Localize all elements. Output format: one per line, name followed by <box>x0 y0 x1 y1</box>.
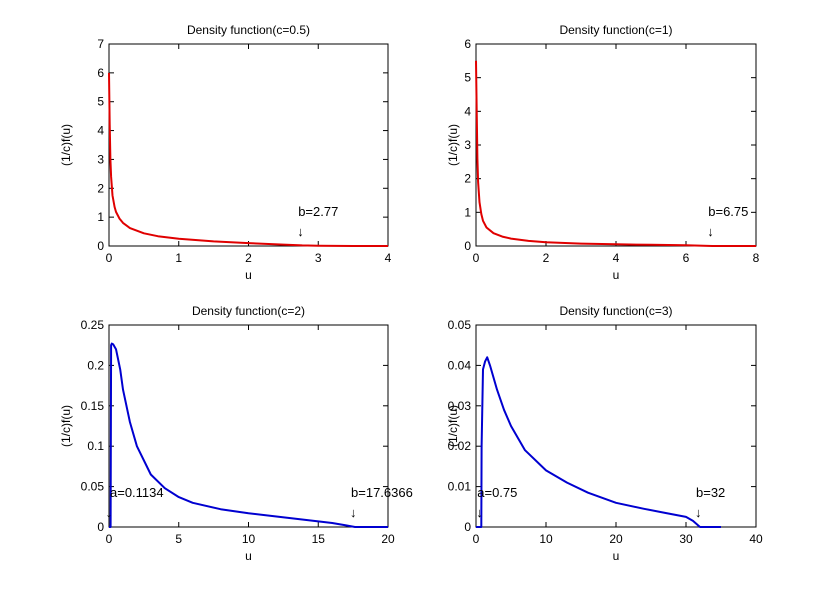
annotation-label: b=6.75 <box>708 204 748 219</box>
annotation-label: a=0.1134 <box>110 485 164 500</box>
x-axis-label: u <box>245 549 252 563</box>
x-tick-label: 3 <box>315 251 322 265</box>
x-tick-label: 20 <box>609 532 623 546</box>
annotation-label: b=17.6366 <box>351 485 413 500</box>
x-tick-label: 0 <box>473 251 480 265</box>
x-tick-label: 0 <box>106 532 113 546</box>
y-tick-label: 3 <box>464 138 471 152</box>
subplot-3: Density function(c=2) 0 5 10 15 20 0 0.05 0.1 0.1… <box>59 304 413 563</box>
y-tick-label: 0.15 <box>81 399 105 413</box>
y-tick-label: 0.04 <box>448 358 472 372</box>
series-line <box>109 342 388 528</box>
annotation-arrow-icon: ↓ <box>350 505 357 520</box>
x-tick-label: 10 <box>242 532 256 546</box>
x-tick-label: 1 <box>175 251 182 265</box>
y-tick-label: 0.01 <box>448 480 472 494</box>
plot-area <box>475 43 757 247</box>
chart-title: Density function(c=1) <box>559 23 672 37</box>
series-line <box>108 72 388 247</box>
y-tick-label: 5 <box>464 71 471 85</box>
annotation-arrow-icon: ↓ <box>695 505 702 520</box>
plot-area <box>108 43 389 247</box>
subplot-1: Density function(c=0.5) 0 1 2 3 4 0 1 2 3 4 5 6 7 u (1/… <box>59 23 392 282</box>
series-line <box>476 356 721 528</box>
x-tick-label: 10 <box>539 532 553 546</box>
annotation-label: a=0.75 <box>477 485 517 500</box>
y-tick-label: 0 <box>464 239 471 253</box>
y-tick-label: 1 <box>97 210 104 224</box>
x-tick-label: 0 <box>473 532 480 546</box>
chart-title: Density function(c=2) <box>192 304 305 318</box>
x-tick-label: 5 <box>175 532 182 546</box>
x-tick-label: 30 <box>679 532 693 546</box>
series-line <box>475 60 756 247</box>
y-tick-label: 0.03 <box>448 399 472 413</box>
y-tick-label: 0.2 <box>87 358 104 372</box>
x-tick-label: 40 <box>749 532 763 546</box>
y-tick-label: 0.05 <box>448 318 472 332</box>
annotation-arrow-icon: ↓ <box>707 224 714 239</box>
y-tick-label: 2 <box>464 172 471 186</box>
x-axis-label: u <box>613 268 620 282</box>
y-tick-label: 2 <box>97 181 104 195</box>
x-tick-label: 2 <box>543 251 550 265</box>
x-tick-label: 4 <box>385 251 392 265</box>
y-axis-label: (1/c)f(u) <box>59 124 73 166</box>
plot-area <box>475 324 757 528</box>
y-tick-label: 0 <box>97 520 104 534</box>
x-axis-label: u <box>613 549 620 563</box>
y-tick-label: 5 <box>97 95 104 109</box>
x-tick-label: 15 <box>312 532 326 546</box>
x-tick-label: 8 <box>753 251 760 265</box>
x-tick-label: 4 <box>613 251 620 265</box>
y-tick-label: 0 <box>97 239 104 253</box>
subplot-2: Density function(c=1) 0 2 4 6 8 0 1 2 3 4 5 6 u (1/c)f… <box>446 23 760 282</box>
y-tick-label: 4 <box>97 124 104 138</box>
annotation-arrow-icon: ↓ <box>476 505 483 520</box>
chart-title: Density function(c=0.5) <box>187 23 310 37</box>
y-tick-label: 4 <box>464 104 471 118</box>
x-axis-label: u <box>245 268 252 282</box>
subplot-4: Density function(c=3) 0 10 20 30 40 0 0.01 0.02 0… <box>446 304 763 563</box>
y-axis-label: (1/c)f(u) <box>59 405 73 447</box>
annotation-arrow-icon: ↓ <box>297 224 304 239</box>
annotation-label: b=2.77 <box>298 204 338 219</box>
x-tick-label: 6 <box>683 251 690 265</box>
chart-title: Density function(c=3) <box>559 304 672 318</box>
y-tick-label: 0.25 <box>81 318 105 332</box>
y-tick-label: 6 <box>97 66 104 80</box>
annotation-arrow-icon: ↓ <box>106 505 113 520</box>
y-tick-label: 0 <box>464 520 471 534</box>
y-tick-label: 0.02 <box>448 439 472 453</box>
x-tick-label: 20 <box>381 532 395 546</box>
y-tick-label: 6 <box>464 37 471 51</box>
y-axis-label: (1/c)f(u) <box>446 124 460 166</box>
y-axis-label: (1/c)f(u) <box>446 405 460 447</box>
annotation-label: b=32 <box>696 485 725 500</box>
y-tick-label: 1 <box>464 205 471 219</box>
y-tick-label: 0.1 <box>87 439 104 453</box>
x-tick-label: 0 <box>106 251 113 265</box>
y-tick-label: 7 <box>97 37 104 51</box>
y-tick-label: 3 <box>97 152 104 166</box>
x-tick-label: 2 <box>245 251 252 265</box>
y-tick-label: 0.05 <box>81 480 105 494</box>
